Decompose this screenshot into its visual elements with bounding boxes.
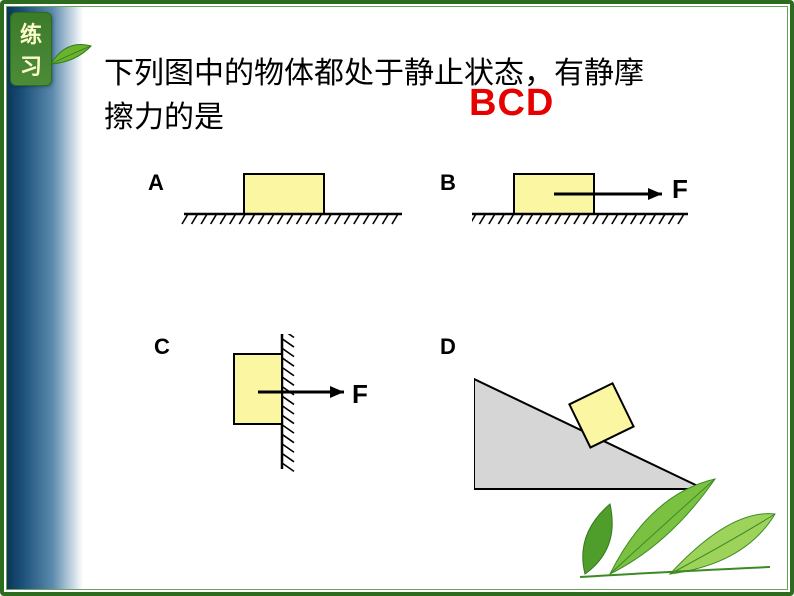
slide-frame: 练 习 下列图中的物体都处于静止状态，有静摩 擦力的是 BCD A B F C [0,0,794,596]
label-D: D [440,334,456,360]
answer-text: BCD [469,82,554,125]
label-F-C: F [352,379,368,410]
question-block: 下列图中的物体都处于静止状态，有静摩 擦力的是 [104,52,760,139]
diagram-B [472,170,732,250]
question-line-1: 下列图中的物体都处于静止状态，有静摩 [104,52,760,96]
leaf-icon [46,34,96,74]
diagram-C [216,334,396,504]
diagram-A [174,170,414,250]
label-C: C [154,334,170,360]
side-gradient [7,7,83,589]
label-F-B: F [672,174,688,205]
label-B: B [440,170,456,196]
tab-char-1: 练 [11,17,51,49]
question-line-2: 擦力的是 [104,96,760,140]
label-A: A [148,170,164,196]
bottom-leaves-icon [570,444,780,584]
tab-char-2: 习 [11,49,51,81]
